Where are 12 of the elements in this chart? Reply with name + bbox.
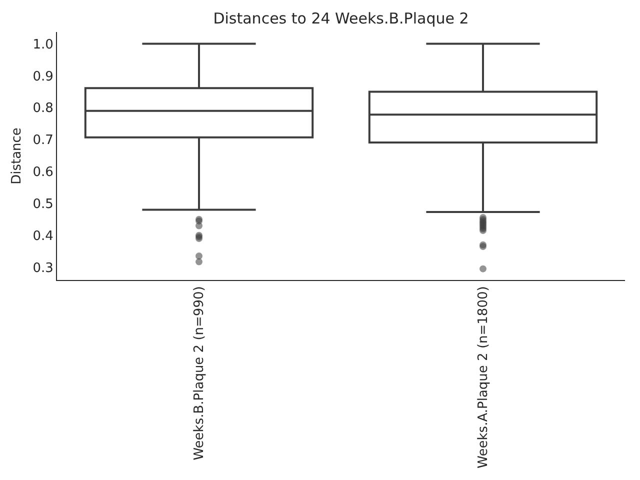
y-tick-label: 0.8 — [32, 101, 54, 116]
x-tick-label: Weeks.B.Plaque 2 (n=990) — [192, 286, 208, 460]
y-tick-label: 0.9 — [32, 69, 54, 84]
y-tick-label: 0.6 — [32, 165, 54, 180]
y-axis-title: Distance — [10, 128, 25, 184]
y-tick-label: 0.4 — [32, 228, 54, 244]
chart-title: Distances to 24 Weeks.B.Plaque 2 — [213, 9, 469, 28]
x-tick-label: Weeks.A.Plaque 2 (n=1800) — [476, 286, 492, 468]
y-tick-label: 0.3 — [32, 260, 54, 276]
y-tick-label: 0.7 — [32, 133, 54, 148]
y-tick-label: 1.0 — [32, 37, 54, 52]
y-tick-label: 0.5 — [32, 196, 54, 212]
